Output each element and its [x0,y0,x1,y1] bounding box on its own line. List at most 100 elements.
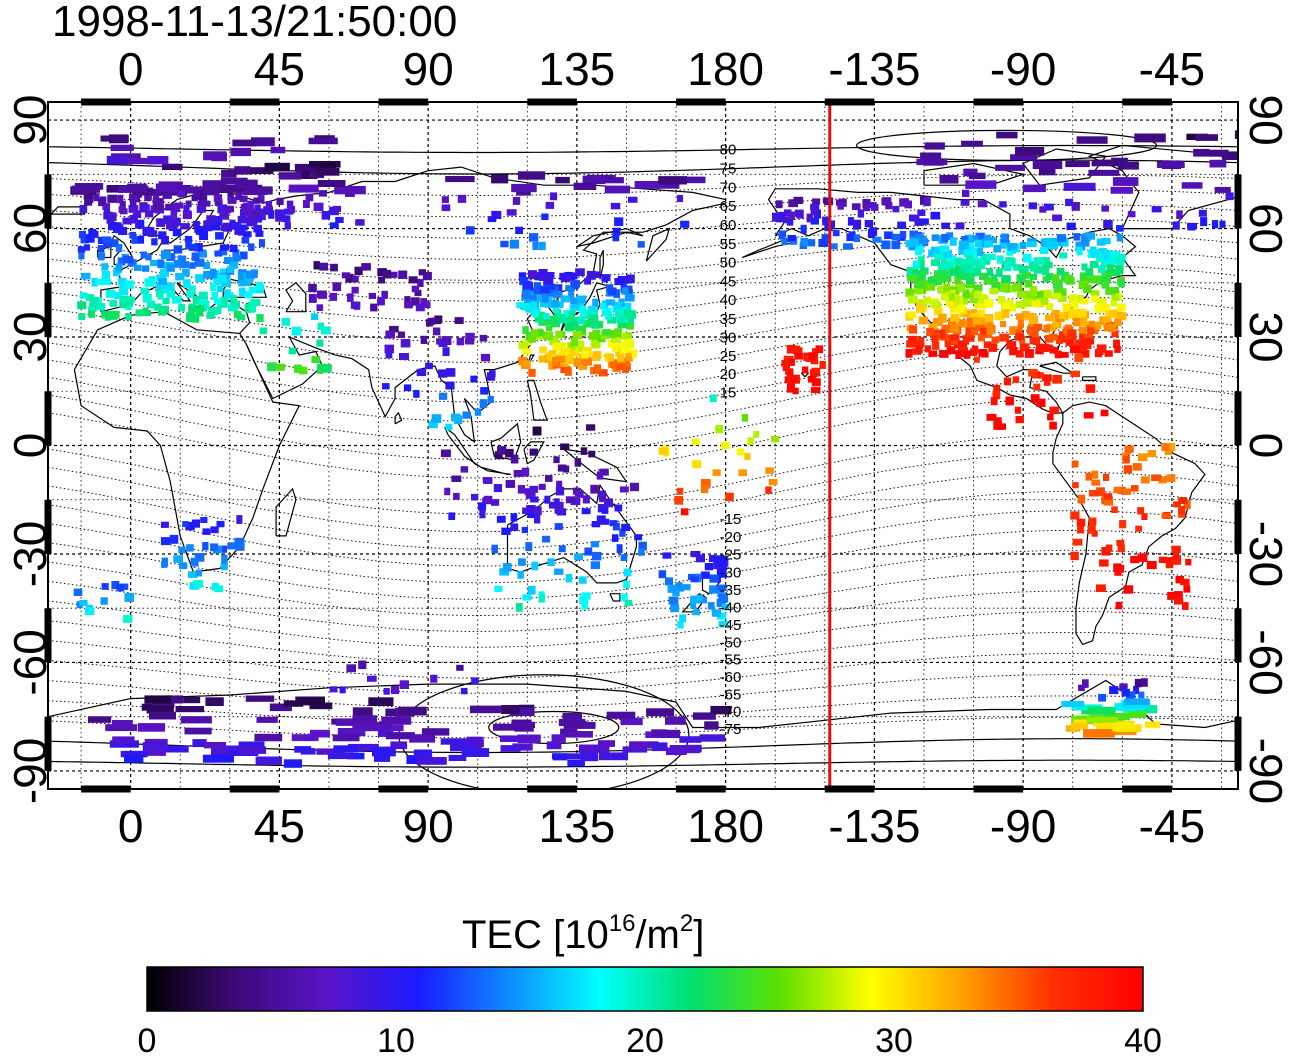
tec-cell [119,299,127,309]
tec-cell [986,253,996,260]
tec-cell [1064,274,1073,283]
tec-cell [505,479,516,488]
tec-cell [501,527,511,535]
magnetic-latitude-label: 80 [720,141,737,158]
tec-cell [1077,318,1088,327]
tec-cell [585,310,592,319]
tec-cell [557,464,567,472]
tec-cell [943,283,951,292]
tec-cell [1096,298,1107,305]
tec-cell [512,196,521,205]
tec-cell [1033,323,1043,331]
tec-cell [651,729,667,736]
tec-cell [1015,147,1045,156]
tec-cell [1071,202,1080,211]
tec-cell [949,237,957,246]
tec-cell [1052,321,1062,329]
tec-cell [1161,160,1181,169]
tec-cell [604,185,631,194]
tec-cell [1094,304,1103,313]
tec-cell [638,541,647,551]
tec-cell [125,157,153,165]
tec-cell [1098,265,1106,274]
tec-cell [609,520,618,527]
tec-cell [1114,346,1121,353]
tec-cell [788,375,799,384]
tec-cell [704,563,714,571]
tec-cell [974,239,983,248]
tec-cell [565,496,575,504]
tec-cell [483,477,493,484]
tec-cell [1034,266,1044,274]
tec-cell [1070,551,1079,561]
tec-cell [529,233,539,242]
tec-cell [515,226,523,235]
tec-cell [554,506,564,514]
tec-cell [592,551,602,561]
tec-cell [177,255,187,263]
coastline [526,379,548,421]
tec-cell [439,392,448,400]
tec-cell [124,750,148,758]
tec-cell [115,263,123,272]
tec-cell [213,297,221,304]
tec-cell [1015,416,1024,424]
tec-cell [657,729,681,739]
magnetic-contour [48,590,1238,648]
tec-cell [315,168,340,176]
tec-cell [955,350,962,359]
tec-cell [479,334,488,342]
tec-cell [232,249,240,256]
tec-cell [238,287,246,297]
tec-cell [206,215,216,224]
tec-cell [238,226,246,236]
tec-cell [970,309,978,316]
tec-cell [1028,202,1038,210]
tec-cell [571,280,580,288]
tec-cell [599,369,607,377]
tec-cell [477,502,487,511]
tec-cell [1131,485,1139,492]
tec-cell [629,350,637,359]
tec-cell [88,716,112,723]
tec-cell [248,243,255,251]
tec-cell [554,523,563,530]
tec-cell [518,341,528,350]
tec-cell [543,331,553,340]
tec-cell [1173,551,1180,560]
tec-cell [691,438,700,446]
tec-cell [166,221,173,230]
tec-cell [162,163,183,170]
tec-cell [159,745,189,753]
tec-cell [931,234,939,241]
tec-cell [928,323,938,330]
tec-cell [908,295,918,304]
tec-cell [352,723,377,731]
tec-cell [934,270,944,278]
tec-cell [398,270,408,279]
tec-cell [1059,237,1069,247]
top-tick-label: -90 [990,43,1056,95]
top-tick-label: 90 [403,43,454,95]
tec-cell [144,695,172,704]
tec-cell [516,302,526,309]
tec-cell [1043,261,1053,269]
tec-cell [1195,134,1218,141]
tec-cell [717,589,725,597]
magnetic-latitude-label: -30 [720,564,742,581]
tec-cell [1035,343,1043,352]
tec-cell [560,347,570,356]
tec-cell [616,341,625,348]
tec-cell [796,209,804,219]
tec-cell [384,344,394,354]
tec-cell [693,712,716,720]
magnetic-latitude-label: -65 [720,686,742,703]
tec-cell [80,292,88,299]
tec-cell [582,319,592,328]
tec-cell [347,752,365,760]
tec-cell [317,322,325,330]
tec-cell [522,348,531,355]
tec-cell [188,306,196,315]
tec-cell [112,720,133,727]
tec-cell [692,609,700,616]
